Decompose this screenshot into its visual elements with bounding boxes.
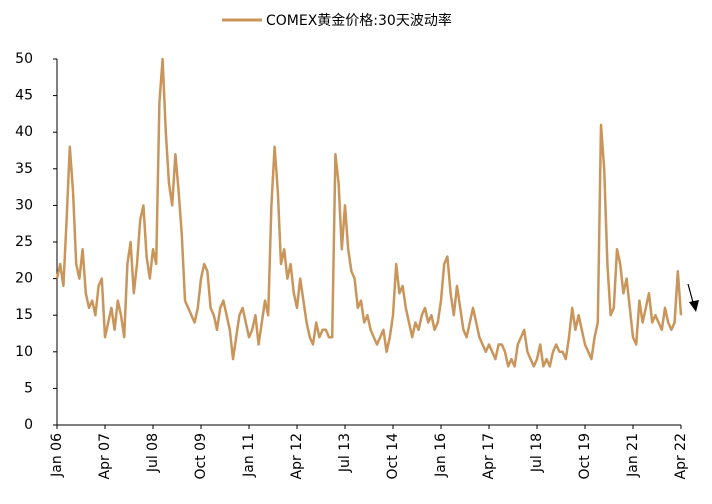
line-series [55, 57, 683, 368]
x-tick-label: Jan 11 [241, 433, 257, 478]
x-tick-label: Oct 19 [577, 433, 593, 479]
x-tick-label: Apr 17 [481, 433, 497, 479]
x-tick-label: Jan 06 [49, 433, 65, 478]
y-tick-label: 15 [15, 307, 33, 323]
arrow-head [689, 300, 699, 312]
legend-label: COMEX黄金价格:30天波动率 [266, 12, 452, 29]
y-tick-label: 25 [15, 234, 33, 250]
x-tick-label: Apr 22 [673, 433, 689, 479]
y-tick-label: 30 [15, 197, 33, 213]
y-tick-label: 45 [15, 88, 33, 104]
x-tick-label: Jan 16 [433, 433, 449, 478]
x-tick-label: Jan 21 [625, 433, 641, 478]
x-tick-label: Jul 08 [145, 433, 161, 473]
x-tick-label: Oct 14 [385, 433, 401, 480]
x-tick-label: Apr 12 [289, 433, 305, 479]
y-tick-label: 0 [24, 417, 33, 433]
y-tick-label: 10 [15, 344, 33, 360]
x-tick-label: Apr 07 [97, 433, 113, 479]
x-tick-label: Oct 09 [193, 433, 209, 479]
x-tick-label: Jul 18 [529, 433, 545, 473]
y-tick-label: 50 [15, 51, 33, 67]
x-tick-label: Jul 13 [337, 433, 353, 473]
y-tick-label: 20 [15, 271, 33, 287]
y-tick-label: 5 [24, 380, 33, 396]
y-tick-label: 40 [15, 124, 33, 140]
y-tick-label: 35 [15, 161, 33, 177]
